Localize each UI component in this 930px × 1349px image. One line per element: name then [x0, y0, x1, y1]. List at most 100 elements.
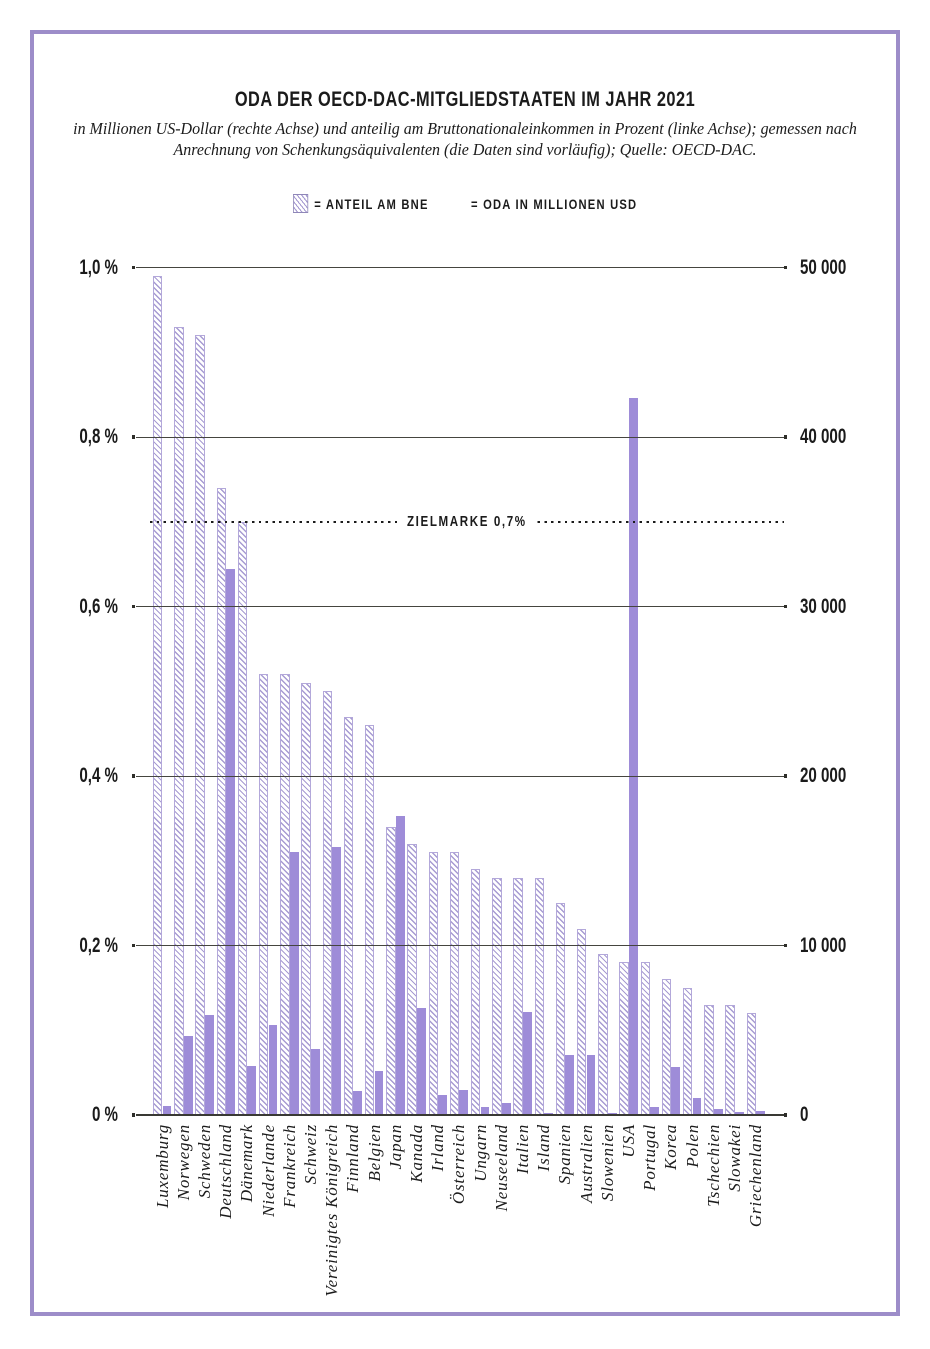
bar-oda-schweiz: [311, 1048, 320, 1115]
x-axis-label-niederlande: Niederlande: [258, 1124, 278, 1217]
bar-bne-schweiz: [301, 682, 311, 1115]
x-axis-label-portugal: Portugal: [640, 1124, 660, 1191]
bar-oda-ungarn: [480, 1107, 490, 1115]
bar-oda-schweden: [205, 1014, 214, 1115]
bar-bne-vereinigtes-k-nigreich: [322, 691, 332, 1115]
bar-bne-luxemburg: [153, 275, 163, 1115]
x-axis-label-japan: Japan: [385, 1124, 405, 1170]
y-axis-label-right: 20 000: [800, 764, 847, 787]
bar-bne-kanada: [407, 843, 417, 1115]
bar-oda-korea: [671, 1066, 681, 1115]
x-axis-label-usa: USA: [619, 1124, 638, 1158]
x-axis-label-deutschland: Deutschland: [216, 1124, 236, 1219]
bar-bne-australien: [577, 928, 587, 1115]
bar-oda-luxemburg: [162, 1105, 172, 1115]
bar-bne-griechenland: [746, 1013, 756, 1115]
chart-subtitle: in Millionen US-Dollar (rechte Achse) un…: [28, 119, 902, 160]
x-axis-label-vereinigtes-k-nigreich: Vereinigtes Königreich: [322, 1124, 342, 1297]
legend-item-oda-usd: = ODA IN MILLIONEN USD: [449, 194, 637, 213]
bar-bne-belgien: [365, 725, 375, 1115]
y-axis-label-left: 0,2 %: [79, 933, 118, 957]
axis-tick-dot-left: [131, 435, 135, 439]
x-axis-label-schweiz: Schweiz: [301, 1124, 320, 1185]
bar-bne-norwegen: [174, 326, 184, 1115]
axis-tick-dot-left: [131, 604, 135, 609]
gridline: [136, 606, 784, 608]
x-axis-label-luxemburg: Luxemburg: [152, 1124, 172, 1209]
bar-bne-italien: [513, 877, 523, 1115]
target-line-label-wrap: ZIELMARKE 0,7%: [150, 513, 784, 532]
x-axis-label-belgien: Belgien: [364, 1124, 384, 1182]
bar-oda-norwegen: [183, 1035, 193, 1115]
axis-tick-dot-right: [783, 604, 787, 609]
x-axis-label-island: Island: [534, 1124, 554, 1172]
legend-label-anteil-bne: = ANTEIL AM BNE: [314, 195, 429, 212]
bar-bne-polen: [683, 987, 693, 1115]
bar-bne-island: [534, 877, 544, 1115]
legend: = ANTEIL AM BNE = ODA IN MILLIONEN USD: [93, 194, 837, 213]
bar-bne-deutschland: [216, 487, 226, 1115]
x-axis-label-sterreich: Österreich: [449, 1124, 469, 1205]
x-axis-label-ungarn: Ungarn: [470, 1124, 490, 1182]
y-axis-label-left: 0,8 %: [79, 425, 118, 448]
axis-tick-dot-left: [131, 774, 135, 778]
axis-tick-dot-left: [131, 265, 135, 270]
x-axis-label-neuseeland: Neuseeland: [491, 1124, 511, 1212]
bar-bne-portugal: [640, 962, 650, 1115]
y-axis-label-right: 40 000: [800, 425, 847, 448]
y-axis-label-right: 30 000: [800, 594, 847, 618]
bar-oda-australien: [586, 1054, 596, 1115]
bar-bne-schweden: [195, 335, 205, 1115]
axis-tick-dot-right: [783, 435, 787, 439]
bar-bne-korea: [661, 979, 672, 1115]
bar-oda-griechenland: [756, 1110, 765, 1115]
bar-bne-slowenien: [598, 953, 608, 1115]
bar-bne-japan: [386, 826, 396, 1115]
y-axis-label-right: 0: [800, 1103, 809, 1126]
bar-bne-tschechien: [704, 1004, 714, 1115]
axis-tick-dot-right: [783, 265, 787, 270]
x-axis-label-slowakei: Slowakei: [725, 1124, 744, 1192]
bar-oda-finnland: [353, 1090, 363, 1115]
x-axis-label-italien: Italien: [513, 1124, 532, 1174]
gridline: [136, 775, 784, 777]
x-axis-label-schweden: Schweden: [195, 1124, 214, 1199]
axis-tick-dot-left: [131, 943, 135, 948]
subtitle-line-2: Anrechnung von Schenkungsäquivalenten (d…: [173, 139, 757, 159]
axis-tick-dot-left: [131, 1113, 135, 1117]
bar-oda-d-nemark: [247, 1066, 257, 1115]
bar-oda-neuseeland: [501, 1103, 511, 1115]
bar-oda-polen: [692, 1098, 702, 1115]
bar-oda-slowakei: [735, 1112, 744, 1115]
bar-bne-sterreich: [449, 852, 460, 1115]
legend-item-anteil-bne: = ANTEIL AM BNE: [292, 194, 429, 213]
bar-oda-belgien: [374, 1071, 384, 1115]
target-line-label: ZIELMARKE 0,7%: [399, 514, 535, 532]
x-axis-label-frankreich: Frankreich: [279, 1124, 299, 1208]
bar-bne-niederlande: [259, 674, 269, 1115]
x-axis-label-irland: Irland: [428, 1124, 448, 1172]
bar-bne-ungarn: [471, 869, 481, 1115]
y-axis-label-right: 10 000: [800, 933, 847, 957]
gridline: [136, 267, 784, 269]
y-axis-label-left: 1,0 %: [79, 255, 118, 279]
bar-oda-spanien: [565, 1054, 575, 1115]
bar-oda-deutschland: [226, 568, 235, 1115]
bar-oda-tschechien: [713, 1108, 723, 1115]
x-axis-label-d-nemark: Dänemark: [237, 1124, 257, 1203]
y-axis-label-left: 0 %: [91, 1103, 118, 1126]
bar-oda-niederlande: [268, 1025, 278, 1115]
bar-oda-italien: [523, 1011, 532, 1115]
bar-bne-spanien: [555, 903, 566, 1115]
x-axis-label-kanada: Kanada: [407, 1124, 426, 1183]
axis-tick-dot-right: [783, 943, 787, 948]
bar-oda-japan: [395, 816, 405, 1115]
legend-swatch-hatched-icon: [292, 194, 308, 213]
decorative-frame: [30, 30, 900, 1316]
subtitle-line-1: in Millionen US-Dollar (rechte Achse) un…: [73, 119, 857, 138]
x-axis-label-spanien: Spanien: [555, 1124, 575, 1185]
x-axis-baseline: [136, 1113, 784, 1117]
gridline: [136, 945, 784, 947]
